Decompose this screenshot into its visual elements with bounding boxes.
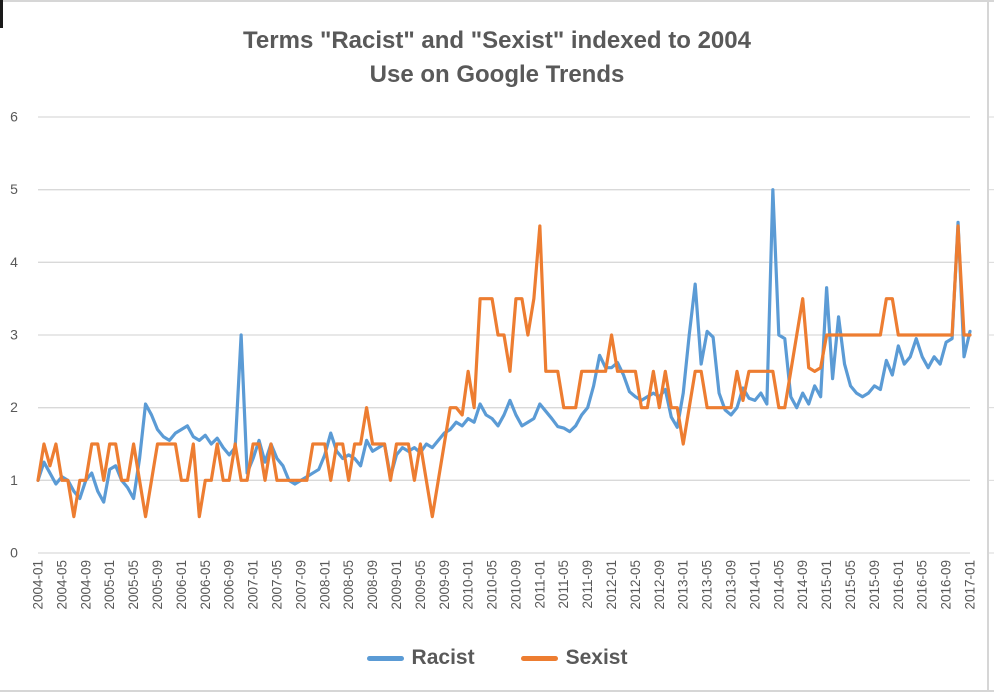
y-tick-label-5: 5: [10, 181, 18, 197]
x-tick-label-2009-09: 2009-09: [437, 560, 452, 610]
y-tick-label-0: 0: [10, 545, 18, 561]
x-tick-label-2012-09: 2012-09: [652, 560, 667, 610]
x-tick-label-2014-05: 2014-05: [771, 560, 786, 610]
x-tick-label-2011-01: 2011-01: [532, 560, 547, 609]
x-tick-label-2004-05: 2004-05: [54, 560, 69, 610]
x-tick-label-2015-05: 2015-05: [843, 560, 858, 610]
y-axis-labels: 0 1 2 3 4 5 6: [10, 109, 18, 561]
x-tick-label-2009-01: 2009-01: [389, 560, 404, 610]
chart-title-line2: Use on Google Trends: [369, 61, 625, 88]
legend-label-sexist: Sexist: [565, 646, 628, 669]
x-tick-label-2014-09: 2014-09: [795, 560, 810, 610]
sexist-line: [36, 224, 972, 519]
x-axis-labels: 2004-01 2004-05 2004-09 2005-01 2005-05 2005-…: [31, 560, 978, 610]
corner-mark: [0, 0, 3, 28]
x-tick-label-2010-09: 2010-09: [508, 560, 523, 610]
legend-item-racist[interactable]: Racist: [366, 646, 475, 670]
sexist-line-swatch: [520, 655, 558, 661]
frame-border-bottom: [0, 690, 994, 692]
y-tick-label-6: 6: [10, 109, 18, 125]
x-tick-label-2010-01: 2010-01: [461, 560, 476, 610]
x-tick-label-2008-01: 2008-01: [317, 560, 332, 610]
x-tick-label-2013-01: 2013-01: [676, 560, 691, 610]
x-tick-label-2007-01: 2007-01: [246, 560, 261, 610]
legend-label-racist: Racist: [411, 646, 475, 669]
y-tick-label-2: 2: [10, 399, 18, 415]
x-tick-label-2015-01: 2015-01: [819, 560, 834, 610]
x-tick-label-2014-01: 2014-01: [747, 560, 762, 610]
x-tick-label-2007-05: 2007-05: [269, 560, 284, 610]
x-tick-label-2005-09: 2005-09: [150, 560, 165, 610]
x-tick-label-2012-05: 2012-05: [628, 560, 643, 610]
legend: Racist Sexist: [0, 646, 994, 670]
x-tick-label-2012-01: 2012-01: [604, 560, 619, 610]
x-tick-label-2005-01: 2005-01: [102, 560, 117, 610]
x-tick-label-2015-09: 2015-09: [867, 560, 882, 610]
frame-border-right: [987, 0, 989, 692]
x-tick-label-2006-09: 2006-09: [222, 560, 237, 610]
x-tick-label-2011-05: 2011-05: [556, 560, 571, 609]
x-tick-label-2004-09: 2004-09: [78, 560, 93, 610]
x-tick-label-2016-01: 2016-01: [891, 560, 906, 610]
x-tick-label-2008-05: 2008-05: [341, 560, 356, 610]
x-tick-label-2008-09: 2008-09: [365, 560, 380, 610]
chart-title-line1: Terms "Racist" and "Sexist" indexed to 2…: [243, 27, 751, 54]
racist-line: [36, 188, 972, 504]
x-tick-label-2013-09: 2013-09: [724, 560, 739, 610]
x-tick-label-2009-05: 2009-05: [413, 560, 428, 610]
y-tick-label-4: 4: [10, 254, 18, 270]
x-tick-label-2016-09: 2016-09: [939, 560, 954, 610]
x-tick-label-2013-05: 2013-05: [700, 560, 715, 610]
x-tick-label-2011-09: 2011-09: [580, 560, 595, 609]
chart-title: Terms "Racist" and "Sexist" indexed to 2…: [0, 24, 994, 92]
x-tick-label-2007-09: 2007-09: [293, 560, 308, 610]
x-tick-label-2005-05: 2005-05: [126, 560, 141, 610]
x-tick-label-2006-05: 2006-05: [198, 560, 213, 610]
y-tick-label-1: 1: [10, 472, 18, 488]
legend-item-sexist[interactable]: Sexist: [520, 646, 628, 670]
x-tick-label-2017-01: 2017-01: [963, 560, 978, 610]
x-tick-label-2004-01: 2004-01: [31, 560, 46, 610]
series-lines: [36, 188, 972, 519]
frame-border-top: [0, 0, 994, 2]
x-tick-label-2016-05: 2016-05: [915, 560, 930, 610]
racist-line-swatch: [366, 655, 404, 661]
y-tick-label-3: 3: [10, 327, 18, 343]
x-tick-label-2006-01: 2006-01: [174, 560, 189, 610]
x-tick-label-2010-05: 2010-05: [485, 560, 500, 610]
